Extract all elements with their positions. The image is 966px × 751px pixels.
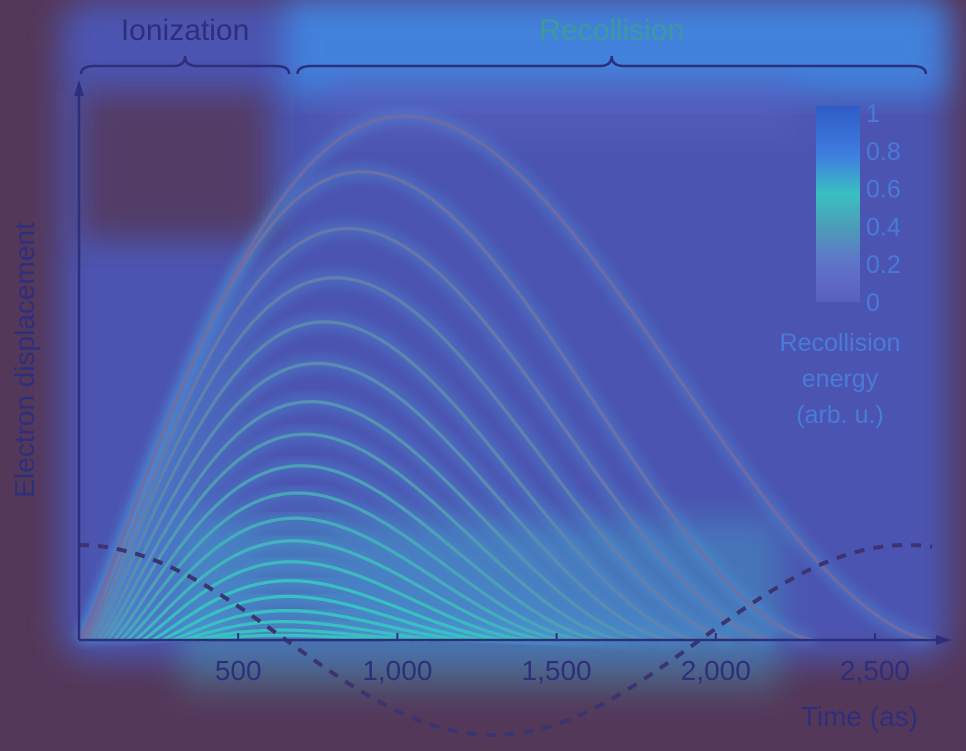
trajectory-curves: [77, 114, 933, 642]
y-axis-arrow-icon: [74, 80, 84, 96]
trajectory-curve-13: [141, 560, 532, 642]
x-tick-label: 2,000: [681, 655, 751, 686]
region-brace-2: [296, 55, 928, 75]
trajectory-curve-15: [161, 594, 493, 642]
region-label: Recollision: [539, 14, 684, 47]
trajectory-curve-2: [80, 170, 815, 642]
x-axis-label: Time (as): [801, 701, 918, 732]
trajectory-curve-3: [83, 226, 774, 642]
region-label: Ionization: [121, 14, 249, 47]
trajectory-curve-10: [119, 491, 586, 642]
colorbar-tick-labels: 1 0.8 0.6 0.4 0.2 0: [866, 100, 901, 317]
x-tick-label: 500: [215, 655, 262, 686]
trajectory-curve-4: [87, 276, 736, 642]
trajectory-curve-14: [151, 579, 513, 642]
colorbar: 1 0.8 0.6 0.4 0.2 0 Recollision energy (arb. u.…: [780, 100, 901, 429]
colorbar-tick-label: 0.2: [866, 251, 901, 279]
x-tick-label: 2,500: [840, 655, 910, 686]
region-annotations: Ionization Recollision: [79, 14, 928, 75]
x-axis-arrow-icon: [936, 635, 952, 645]
y-axis-label: Electron displacement: [9, 222, 40, 498]
x-tick-label: 1,500: [522, 655, 592, 686]
trajectory-curve-12: [133, 539, 551, 642]
colorbar-tick-label: 0.6: [866, 176, 901, 204]
colorbar-label-line: energy: [802, 365, 879, 393]
x-tick-label: 1,000: [362, 655, 432, 686]
colorbar-label-line: Recollision: [780, 329, 901, 357]
trajectory-curve-9: [112, 464, 605, 642]
colorbar-gradient: [816, 106, 860, 302]
colorbar-label: Recollision energy (arb. u.): [780, 329, 901, 429]
trajectory-curve-7: [101, 400, 648, 642]
trajectory-curve-5: [91, 320, 699, 642]
trajectory-curve-16: [170, 609, 474, 642]
trajectory-curve-17: [180, 620, 452, 642]
trajectory-curve-18: [190, 628, 430, 642]
colorbar-tick-label: 0.4: [866, 213, 901, 241]
colorbar-tick-label: 0.8: [866, 138, 901, 166]
laser-field-dashed-line: [78, 542, 933, 738]
colorbar-label-line: (arb. u.): [796, 401, 884, 429]
trajectory-curve-11: [125, 516, 568, 642]
x-tick-labels: 500 1,000 1,500 2,000 2,500: [215, 633, 910, 686]
axes: [74, 80, 952, 645]
colorbar-tick-label: 1: [866, 100, 880, 128]
trajectory-curve-6: [96, 361, 673, 642]
trajectory-curve-8: [106, 432, 626, 642]
colorbar-tick-label: 0: [866, 289, 880, 317]
region-brace-1: [79, 55, 291, 75]
